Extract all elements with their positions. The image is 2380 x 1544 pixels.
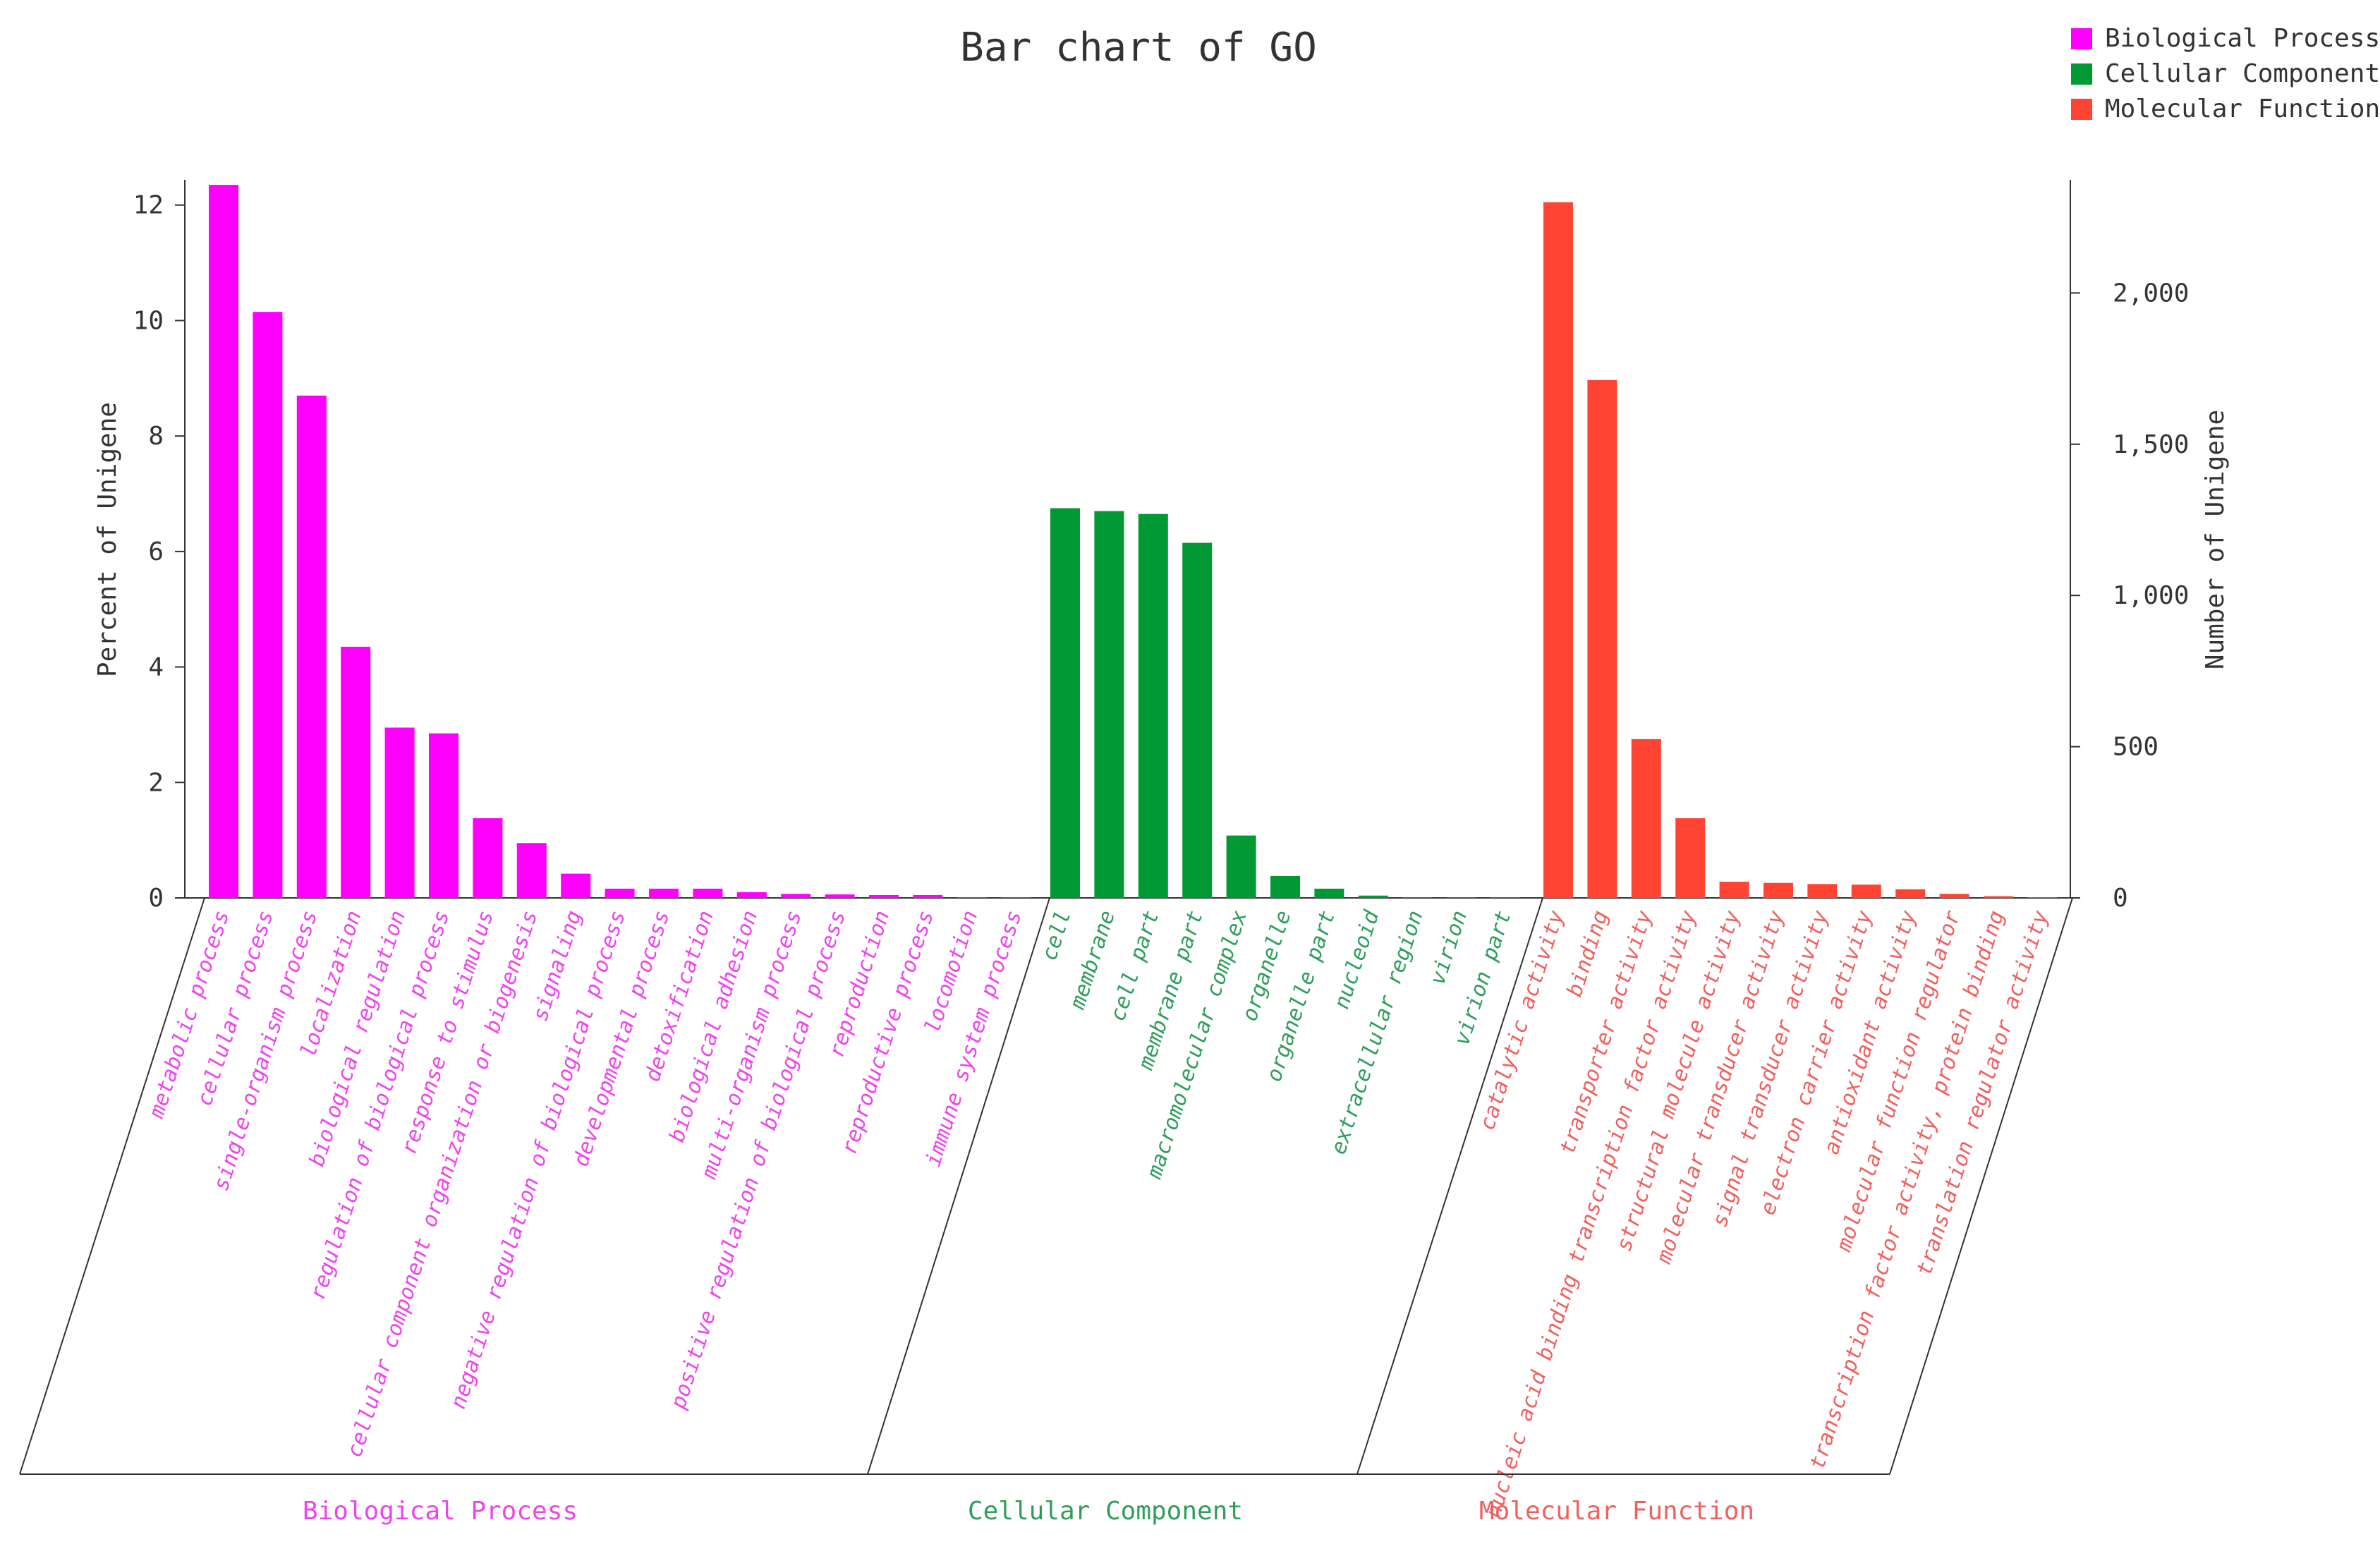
bar-molecular-function <box>1631 738 1661 898</box>
bar-biological-process <box>693 888 723 898</box>
legend-entry: Biological Process <box>2105 24 2380 53</box>
bar-cellular-component <box>1050 508 1080 898</box>
bar-molecular-function <box>1543 202 1573 899</box>
bar-cellular-component <box>1138 513 1168 898</box>
bar-cellular-component <box>1182 542 1213 898</box>
category-label: cell <box>1037 908 1076 964</box>
category-label: virion <box>1425 908 1472 988</box>
group-separator-line <box>1889 897 2073 1475</box>
left-tick-label: 8 <box>148 422 164 451</box>
left-tick-label: 12 <box>133 191 164 220</box>
legend-swatch <box>2071 28 2092 49</box>
bar-cellular-component <box>1270 875 1300 898</box>
bar-cellular-component <box>1226 835 1256 898</box>
group-label: Biological Process <box>303 1497 578 1526</box>
bar-biological-process <box>869 894 899 898</box>
bar-cellular-component <box>1490 897 1520 898</box>
chart-title: Bar chart of GO <box>960 25 1317 71</box>
category-label: immune system process <box>921 908 1026 1170</box>
legend-swatch <box>2071 63 2092 85</box>
bar-molecular-function <box>1984 896 2013 898</box>
legend-entry: Molecular Function <box>2105 95 2380 123</box>
bar-biological-process <box>209 185 238 898</box>
bar-biological-process <box>473 818 503 898</box>
bar-biological-process <box>957 897 987 898</box>
group-label: Molecular Function <box>1479 1497 1754 1526</box>
bar-biological-process <box>781 894 811 898</box>
bar-cellular-component <box>1358 895 1388 898</box>
bar-molecular-function <box>1587 379 1617 898</box>
bar-biological-process <box>253 312 283 898</box>
bar-biological-process <box>649 888 679 898</box>
bar-molecular-function <box>1895 889 1926 898</box>
bar-biological-process <box>736 892 767 898</box>
bar-molecular-function <box>1807 884 1838 898</box>
bar-cellular-component <box>1314 888 1344 898</box>
group-separator-line <box>19 897 205 1475</box>
bar-biological-process <box>384 727 415 898</box>
bar-biological-process <box>825 894 855 898</box>
right-tick-label: 0 <box>2113 884 2128 913</box>
bar-cellular-component <box>1094 511 1124 898</box>
left-tick-label: 4 <box>148 653 164 682</box>
bar-molecular-function <box>1763 882 1793 898</box>
bar-cellular-component <box>1446 897 1476 898</box>
bar-cellular-component <box>1402 897 1433 898</box>
bar-biological-process <box>913 894 943 898</box>
bar-biological-process <box>341 646 371 898</box>
right-tick-label: 2,000 <box>2113 279 2189 308</box>
group-separator-line <box>867 897 1050 1475</box>
legend-entry: Cellular Component <box>2105 59 2380 88</box>
bar-biological-process <box>429 733 459 898</box>
left-axis-label: Percent of Unigene <box>93 402 122 677</box>
bar-molecular-function <box>2027 897 2058 898</box>
bar-biological-process <box>605 888 635 898</box>
bar-molecular-function <box>1719 882 1749 898</box>
right-axis-label: Number of Unigene <box>2201 410 2230 669</box>
legend-swatch <box>2071 99 2092 120</box>
category-label: binding <box>1562 908 1613 1000</box>
bar-molecular-function <box>1851 885 1881 898</box>
left-tick-label: 10 <box>133 306 164 335</box>
left-tick-label: 0 <box>148 884 164 913</box>
right-tick-label: 500 <box>2113 733 2159 762</box>
bar-biological-process <box>561 873 591 898</box>
bar-biological-process <box>296 395 327 898</box>
group-label: Cellular Component <box>968 1497 1243 1526</box>
bar-biological-process <box>516 843 547 898</box>
left-tick-label: 2 <box>148 768 164 797</box>
group-separator-line <box>1356 897 1543 1475</box>
bar-molecular-function <box>1675 818 1706 898</box>
category-label: extracellular region <box>1326 908 1428 1157</box>
bar-molecular-function <box>1939 894 1969 898</box>
left-tick-label: 6 <box>148 537 164 566</box>
bar-biological-process <box>1001 897 1031 898</box>
right-tick-label: 1,500 <box>2113 430 2189 459</box>
right-tick-label: 1,000 <box>2113 581 2189 610</box>
